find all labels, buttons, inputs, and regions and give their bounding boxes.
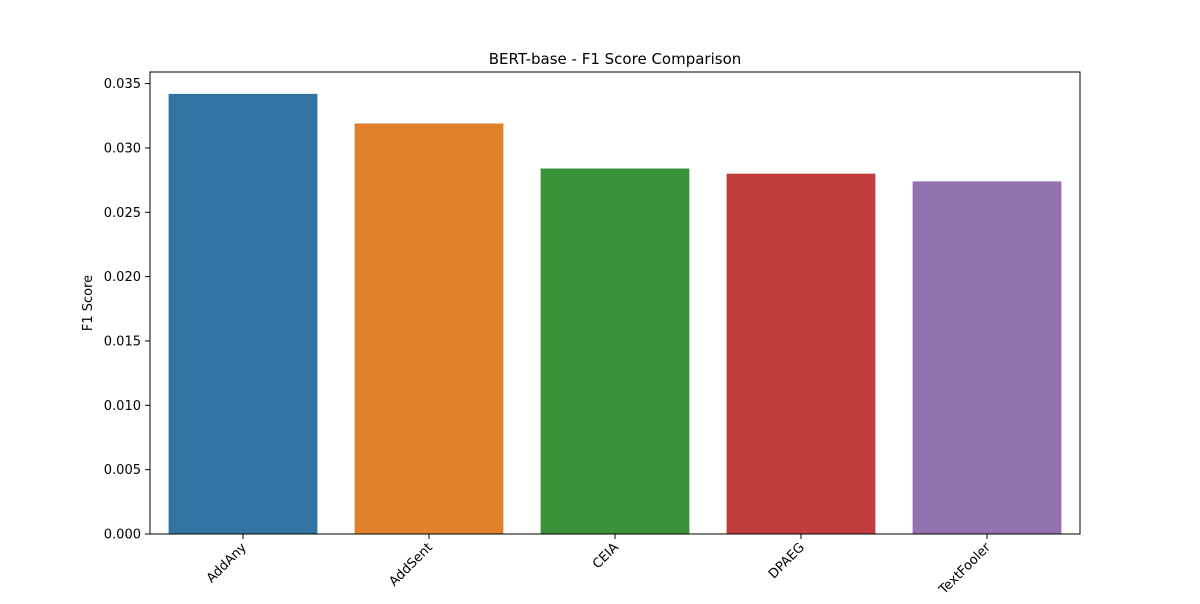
bar-dpaeg bbox=[726, 173, 876, 535]
x-tick-label: AddSent bbox=[386, 540, 435, 589]
bar-ceia bbox=[540, 168, 690, 534]
y-axis-label: F1 Score bbox=[81, 275, 96, 331]
bar-addany bbox=[168, 93, 318, 534]
x-tick-label: CEIA bbox=[590, 540, 622, 572]
x-tick-label: DPAEG bbox=[766, 540, 808, 582]
y-tick-label: 0.015 bbox=[104, 334, 141, 349]
x-tick-label: TextFooler bbox=[936, 540, 995, 599]
y-tick-label: 0.000 bbox=[104, 528, 141, 543]
x-tick-label: AddAny bbox=[204, 540, 250, 586]
y-tick-label: 0.025 bbox=[104, 206, 141, 221]
bars-group bbox=[168, 93, 1062, 535]
y-ticks-group: 0.000 0.005 0.010 0.015 0.020 0.025 0.030 0.035 bbox=[104, 77, 150, 543]
y-tick-label: 0.005 bbox=[104, 463, 141, 478]
bar-textfooler bbox=[912, 181, 1062, 534]
y-tick-label: 0.030 bbox=[104, 141, 141, 156]
y-tick-label: 0.020 bbox=[104, 270, 141, 285]
bar-addsent bbox=[354, 123, 504, 534]
chart-title: BERT-base - F1 Score Comparison bbox=[489, 50, 742, 68]
plot-frame bbox=[149, 71, 1081, 535]
x-ticks-group: AddAny AddSent CEIA DPAEG TextFooler bbox=[204, 534, 994, 598]
y-tick-label: 0.010 bbox=[104, 399, 141, 414]
y-tick-label: 0.035 bbox=[104, 77, 141, 92]
